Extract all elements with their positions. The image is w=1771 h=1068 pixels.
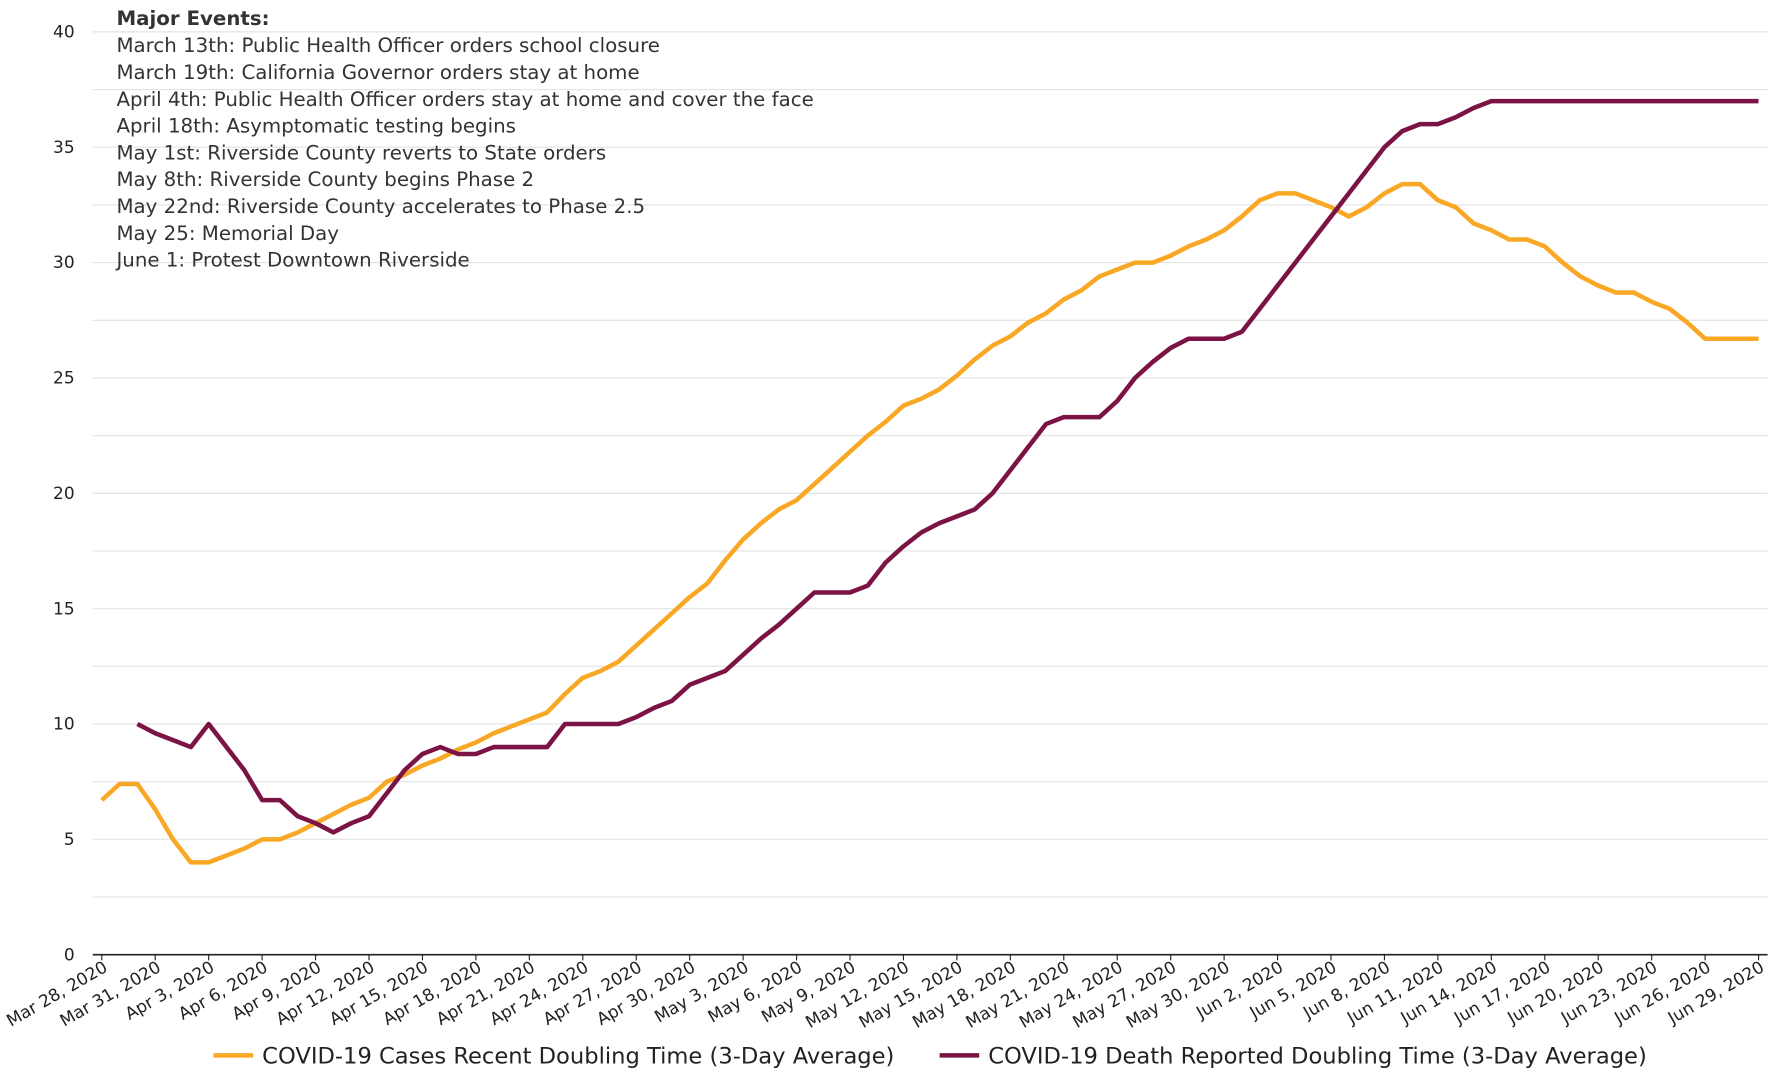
annotation-line: May 25: Memorial Day — [116, 222, 339, 245]
annotation-title: Major Events: — [116, 7, 269, 30]
annotation-line: June 1: Protest Downtown Riverside — [114, 249, 469, 272]
y-tick-label: 20 — [53, 483, 75, 503]
annotation-line: April 4th: Public Health Officer orders … — [116, 88, 813, 111]
data-line — [100, 181, 1759, 865]
annotation-line: May 1st: Riverside County reverts to Sta… — [116, 141, 606, 164]
annotation-line: April 18th: Asymptomatic testing begins — [116, 115, 515, 138]
legend-item: COVID-19 Cases Recent Doubling Time (3-D… — [213, 1043, 894, 1068]
y-tick-label: 15 — [53, 598, 75, 618]
y-tick-label: 5 — [64, 829, 75, 849]
data-line — [136, 98, 1759, 835]
annotation-line: March 19th: California Governor orders s… — [116, 61, 639, 84]
y-tick-label: 10 — [53, 714, 75, 734]
y-tick-label: 35 — [53, 137, 75, 157]
annotation-line: May 22nd: Riverside County accelerates t… — [116, 195, 645, 218]
annotation-line: May 8th: Riverside County begins Phase 2 — [116, 168, 534, 191]
y-tick-label: 40 — [53, 22, 75, 42]
legend-item: COVID-19 Death Reported Doubling Time (3… — [939, 1043, 1647, 1068]
annotation-line: March 13th: Public Health Officer orders… — [116, 34, 659, 57]
legend-label: COVID-19 Death Reported Doubling Time (3… — [988, 1043, 1647, 1068]
y-tick-label: 30 — [53, 252, 75, 272]
y-tick-label: 0 — [64, 944, 75, 964]
legend-label: COVID-19 Cases Recent Doubling Time (3-D… — [262, 1043, 894, 1068]
y-tick-label: 25 — [53, 368, 75, 388]
